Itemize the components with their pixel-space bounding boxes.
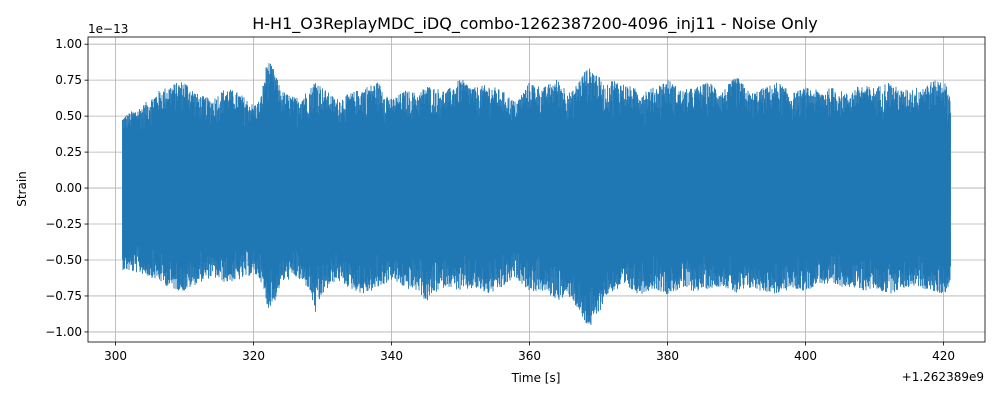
y-tick-label: 0.50 (55, 109, 82, 123)
x-tick-label: 360 (518, 349, 541, 363)
y-tick-label: 1.00 (55, 37, 82, 51)
y-tick-label: 0.75 (55, 73, 82, 87)
y-tick-label: −0.75 (45, 289, 82, 303)
y-axis-scale-factor: 1e−13 (88, 22, 128, 36)
y-tick-label: −1.00 (45, 325, 82, 339)
y-axis-label: Strain (15, 171, 29, 207)
x-axis-offset-label: +1.262389e9 (902, 370, 984, 384)
x-axis: 300 320 340 360 380 400 420 (104, 342, 955, 363)
y-tick-label: 0.00 (55, 181, 82, 195)
x-tick-label: 420 (932, 349, 955, 363)
x-tick-label: 320 (242, 349, 265, 363)
x-tick-label: 340 (380, 349, 403, 363)
y-tick-label: −0.25 (45, 217, 82, 231)
y-tick-label: −0.50 (45, 253, 82, 267)
plot-area-frame (87, 36, 986, 343)
x-tick-label: 380 (656, 349, 679, 363)
x-axis-label: Time [s] (511, 371, 561, 385)
series-strain-signal (122, 63, 951, 325)
x-tick-label: 300 (104, 349, 127, 363)
x-tick-label: 400 (794, 349, 817, 363)
strain-signal-line (122, 63, 951, 325)
y-tick-label: 0.25 (55, 145, 82, 159)
y-axis: −1.00 −0.75 −0.50 −0.25 0.00 0.25 0.50 0.75 1.00 (45, 37, 88, 339)
chart-title: H-H1_O3ReplayMDC_iDQ_combo-1262387200-40… (252, 14, 818, 34)
